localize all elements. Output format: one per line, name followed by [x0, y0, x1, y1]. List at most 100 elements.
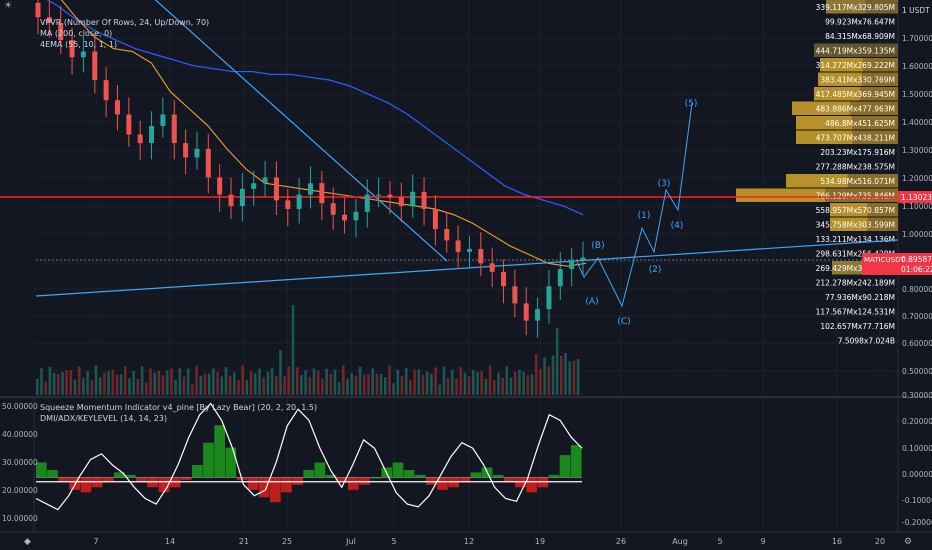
- volume-bar: [233, 372, 236, 395]
- volume-bar: [170, 368, 173, 395]
- volume-bar: [388, 365, 391, 395]
- volume-bar: [44, 381, 47, 395]
- candle-body: [444, 228, 450, 241]
- candle-body: [273, 177, 279, 201]
- resistance-tag: [898, 191, 932, 203]
- sun-icon[interactable]: ☀: [4, 1, 13, 11]
- volume-bar: [304, 370, 307, 395]
- candle-body: [114, 100, 120, 115]
- volume-bar: [73, 379, 77, 395]
- volume-profile-down: [862, 72, 898, 86]
- volume-bar: [476, 371, 479, 395]
- time-tick-label: 5: [717, 537, 722, 546]
- volume-profile-label: 483.886Mx477.963M: [816, 105, 895, 114]
- volume-bar: [57, 374, 60, 395]
- indicator-4ema[interactable]: 4EMA (55, 10, 1, 1): [40, 40, 118, 49]
- candle-body: [183, 143, 189, 158]
- candle-body: [421, 191, 427, 209]
- volume-bar: [40, 368, 43, 395]
- candle-body: [239, 188, 245, 207]
- volume-profile-down: [867, 203, 898, 217]
- candle-body: [205, 148, 211, 178]
- indicator-vpvr[interactable]: VPVR (Number Of Rows, 24, Up/Down, 70): [40, 18, 210, 27]
- last-price-value: 0.89587: [901, 255, 932, 264]
- volume-bar: [36, 379, 39, 395]
- price-tick-label: 1.20000: [902, 174, 932, 183]
- squeeze-bar: [47, 470, 58, 478]
- candle-body: [92, 51, 98, 81]
- squeeze-bar: [270, 477, 281, 503]
- gear-icon[interactable]: ⚙: [904, 537, 913, 547]
- candle-body: [342, 214, 348, 221]
- price-tick-label: 1.10000: [902, 202, 932, 211]
- osc-left-tick: 30.00000: [2, 458, 38, 467]
- candle-body: [319, 183, 325, 204]
- volume-bar: [522, 371, 525, 395]
- squeeze-bar: [225, 447, 237, 478]
- volume-bar: [224, 367, 228, 395]
- volume-bar: [295, 367, 299, 395]
- volume-bar: [245, 380, 249, 395]
- volume-bar: [509, 377, 513, 395]
- volume-bar: [86, 371, 89, 395]
- wave-label: (A): [585, 297, 598, 307]
- squeeze-bar: [570, 445, 582, 478]
- trendline-down: [154, 0, 448, 262]
- volume-bar: [61, 372, 64, 395]
- candle-body: [376, 194, 382, 196]
- volume-bar: [220, 376, 224, 395]
- volume-bar: [543, 357, 546, 395]
- volume-bar: [174, 379, 177, 395]
- volume-profile-label: 212.278Mx242.189M: [816, 279, 895, 288]
- countdown-label: 01:06:22: [901, 265, 932, 274]
- volume-bar: [203, 373, 207, 395]
- time-tick-label: 16: [832, 537, 842, 546]
- volume-bar: [442, 366, 446, 395]
- volume-bar: [409, 380, 412, 395]
- volume-bar: [400, 375, 404, 395]
- volume-bar: [287, 366, 291, 395]
- volume-bar: [279, 350, 282, 395]
- candle-body: [103, 80, 109, 101]
- indicator-ma[interactable]: MA (200, close, 0): [40, 29, 113, 38]
- volume-bar: [145, 382, 148, 395]
- volume-bar: [308, 376, 312, 395]
- squeeze-bar: [559, 455, 571, 478]
- volume-profile-label: 473.707Mx438.211M: [816, 134, 895, 143]
- squeeze-bar: [125, 474, 136, 478]
- volume-bar: [404, 367, 408, 395]
- diamond-icon[interactable]: ◆: [24, 537, 31, 547]
- volume-bar: [178, 368, 182, 395]
- volume-bar: [526, 374, 530, 395]
- volume-bar: [459, 366, 462, 395]
- volume-profile-label: 269.429Mx341.455M: [816, 264, 895, 273]
- candle-body: [149, 125, 155, 144]
- squeeze-bar: [58, 477, 69, 483]
- indicator-dmi[interactable]: DMI/ADX/KEYLEVEL (14, 14, 23): [40, 414, 168, 423]
- candle-body: [80, 51, 86, 58]
- candle-body: [557, 269, 563, 287]
- volume-bar: [115, 374, 119, 395]
- candle-body: [410, 191, 416, 207]
- time-tick-label: 26: [616, 537, 626, 546]
- volume-bar: [82, 377, 85, 395]
- volume-profile-label: 277.288Mx238.575M: [816, 163, 895, 172]
- volume-bar: [237, 380, 240, 395]
- volume-bar: [166, 370, 169, 395]
- volume-profile-label: 534.98Mx516.071M: [820, 177, 895, 186]
- volume-bar: [266, 371, 270, 395]
- candle-body: [364, 194, 370, 212]
- volume-bar: [367, 373, 370, 395]
- volume-bar: [283, 376, 286, 395]
- wave-label: (B): [591, 241, 604, 251]
- volume-bar: [463, 372, 467, 395]
- time-tick-label: 9: [760, 537, 765, 546]
- candle-body: [251, 183, 257, 189]
- volume-bar: [228, 375, 232, 395]
- squeeze-bar: [504, 477, 515, 483]
- volume-bar: [363, 374, 366, 395]
- indicator-squeeze[interactable]: Squeeze Momentum Indicator v4_pine [By L…: [40, 403, 318, 412]
- volume-bar: [94, 365, 98, 395]
- volume-bar: [455, 378, 458, 395]
